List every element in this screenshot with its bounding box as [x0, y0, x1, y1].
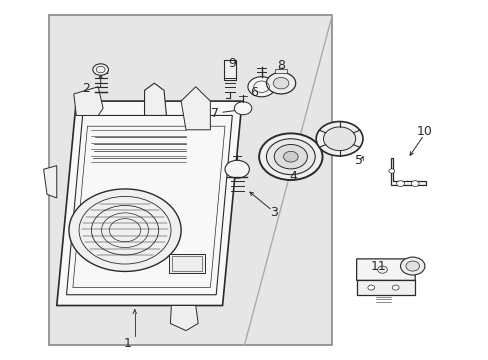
Circle shape — [396, 181, 404, 186]
Polygon shape — [356, 259, 414, 280]
Text: 4: 4 — [289, 170, 297, 183]
Circle shape — [283, 151, 298, 162]
Polygon shape — [57, 101, 242, 306]
Polygon shape — [43, 166, 57, 198]
Polygon shape — [356, 280, 414, 295]
Circle shape — [323, 127, 355, 150]
Circle shape — [388, 169, 394, 173]
Circle shape — [400, 257, 424, 275]
Bar — [168, 253, 205, 273]
Circle shape — [367, 285, 374, 290]
Circle shape — [405, 261, 419, 271]
Bar — [224, 60, 235, 80]
Text: 5: 5 — [354, 154, 363, 167]
Bar — [275, 69, 286, 73]
Circle shape — [410, 181, 418, 186]
Circle shape — [377, 266, 386, 273]
Bar — [172, 256, 202, 271]
Text: 9: 9 — [228, 57, 236, 70]
Circle shape — [224, 160, 249, 178]
Text: 2: 2 — [82, 82, 90, 95]
Circle shape — [69, 189, 181, 271]
Circle shape — [316, 122, 362, 156]
Text: 10: 10 — [416, 125, 432, 138]
Polygon shape — [144, 83, 166, 116]
Polygon shape — [390, 158, 425, 185]
Polygon shape — [74, 87, 103, 116]
Text: 11: 11 — [370, 260, 386, 273]
Circle shape — [391, 285, 398, 290]
Text: 1: 1 — [123, 337, 131, 350]
Polygon shape — [170, 306, 198, 330]
Circle shape — [93, 64, 108, 75]
Circle shape — [234, 102, 251, 115]
Circle shape — [274, 144, 307, 169]
Text: 6: 6 — [250, 86, 258, 99]
Circle shape — [266, 72, 295, 94]
Circle shape — [273, 77, 288, 89]
Circle shape — [259, 134, 322, 180]
Polygon shape — [49, 15, 331, 345]
Polygon shape — [181, 87, 210, 130]
Circle shape — [247, 77, 275, 97]
Text: 7: 7 — [211, 107, 219, 120]
Text: 3: 3 — [269, 206, 277, 219]
Text: 8: 8 — [277, 59, 285, 72]
Circle shape — [266, 139, 315, 175]
